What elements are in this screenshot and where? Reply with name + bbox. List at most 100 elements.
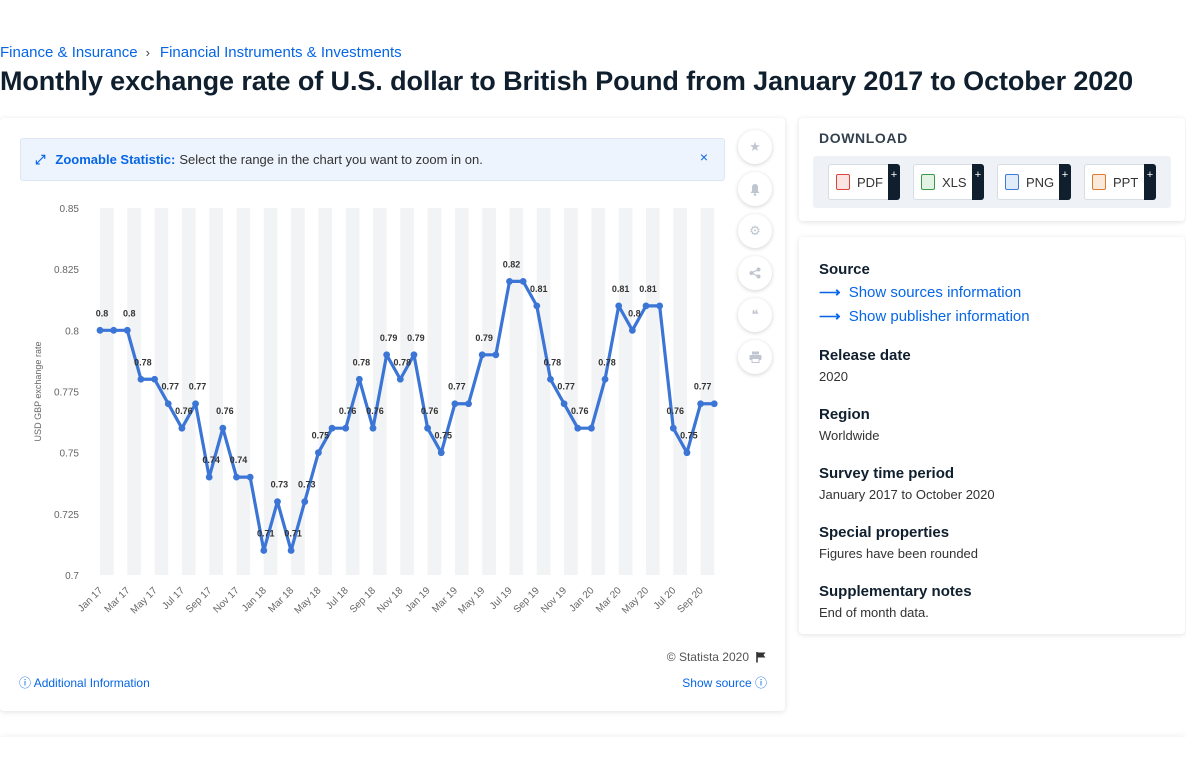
data-point	[192, 400, 199, 408]
flag-icon[interactable]	[755, 651, 767, 663]
survey-period-heading: Survey time period	[819, 465, 955, 482]
data-point	[123, 326, 131, 334]
y-tick-label: 0.825	[54, 265, 79, 276]
chart-toolbar: ★ ⚙ ❝	[738, 130, 772, 374]
download-png-label: PNG	[1026, 174, 1055, 190]
data-label: 0.8	[628, 308, 641, 318]
chart-band	[646, 208, 660, 575]
breadcrumb-link-finance[interactable]: Finance & Insurance	[0, 44, 138, 61]
data-point	[683, 449, 691, 457]
data-point	[260, 547, 268, 554]
data-label: 0.78	[544, 357, 562, 367]
data-label: 0.75	[434, 431, 452, 441]
additional-info-link[interactable]: ⓘ Additional Information	[19, 674, 150, 691]
data-point	[315, 449, 322, 457]
data-point	[615, 302, 623, 310]
release-date-heading: Release date	[819, 347, 911, 364]
download-ppt-button[interactable]: PPT +	[1084, 164, 1156, 200]
chart-band	[236, 208, 251, 575]
data-label: 0.79	[380, 333, 398, 343]
bell-icon[interactable]	[738, 172, 772, 206]
data-label: 0.77	[448, 382, 466, 392]
chart-band	[700, 208, 715, 575]
data-label: 0.71	[257, 529, 275, 539]
data-point	[424, 424, 431, 432]
xls-file-icon	[921, 174, 935, 190]
expand-arrows-icon: ⤢	[35, 151, 46, 167]
data-point	[369, 424, 377, 432]
data-label: 0.75	[312, 431, 330, 441]
plus-icon: +	[888, 164, 900, 200]
arrow-right-icon: ⟶	[819, 308, 841, 325]
chart-band	[209, 208, 223, 575]
y-tick-label: 0.7	[65, 571, 79, 582]
data-point	[697, 400, 704, 408]
data-label: 0.76	[571, 406, 589, 416]
data-point	[274, 498, 281, 505]
x-tick-label: Mar 19	[430, 585, 460, 615]
zoom-banner-text: Select the range in the chart you want t…	[179, 152, 483, 167]
print-icon[interactable]	[738, 340, 772, 374]
breadcrumb: Finance & Insurance › Financial Instrume…	[0, 44, 402, 61]
copyright: © Statista 2020	[667, 650, 767, 664]
data-label: 0.79	[475, 333, 493, 343]
x-tick-label: May 20	[620, 585, 651, 616]
download-xls-button[interactable]: XLS +	[913, 164, 984, 200]
chart-band	[454, 208, 469, 575]
x-tick-label: Jan 20	[568, 585, 597, 614]
y-axis-label: USD GBP exchange rate	[33, 342, 43, 442]
chart-band	[181, 208, 196, 575]
data-label: 0.77	[189, 382, 207, 392]
data-point	[519, 278, 527, 285]
data-point	[151, 375, 159, 383]
data-point	[396, 375, 404, 383]
data-label: 0.74	[230, 455, 248, 465]
x-tick-label: Jan 18	[240, 585, 269, 614]
data-point	[588, 424, 595, 432]
data-point	[342, 424, 350, 432]
data-label: 0.78	[598, 357, 616, 367]
data-label: 0.79	[407, 333, 425, 343]
source-heading: Source	[819, 261, 870, 278]
line-chart[interactable]: 0.85 0.825 0.8 0.775 0.75 0.725 0.7 USD GBP exc…	[0, 118, 740, 638]
data-label: 0.78	[134, 357, 152, 367]
data-label: 0.74	[202, 455, 220, 465]
chart-band	[291, 208, 305, 575]
x-tick-label: Sep 19	[512, 585, 542, 615]
data-point	[287, 547, 295, 554]
chart-band	[345, 208, 360, 575]
share-icon[interactable]	[738, 256, 772, 290]
x-tick-label: Sep 18	[348, 585, 378, 615]
data-point	[642, 302, 650, 310]
download-png-button[interactable]: PNG +	[997, 164, 1071, 200]
breadcrumb-link-instruments[interactable]: Financial Instruments & Investments	[159, 44, 402, 61]
series-line	[100, 279, 715, 553]
chart-band	[127, 208, 141, 575]
x-tick-label: Nov 19	[539, 585, 569, 615]
data-label: 0.76	[339, 406, 357, 416]
data-point	[506, 278, 513, 285]
pdf-file-icon	[836, 174, 850, 190]
download-title: DOWNLOAD	[819, 130, 908, 146]
data-label: 0.77	[557, 382, 575, 392]
region-heading: Region	[819, 406, 870, 423]
show-publisher-link[interactable]: ⟶ Show publisher information	[819, 307, 1165, 325]
data-point	[219, 424, 227, 432]
show-source-link[interactable]: Show source ⓘ	[682, 674, 767, 691]
region-value: Worldwide	[819, 428, 880, 443]
close-icon[interactable]: ×	[699, 149, 708, 165]
star-icon[interactable]: ★	[738, 130, 772, 164]
data-point	[478, 351, 486, 359]
data-label: 0.76	[216, 406, 234, 416]
x-tick-label: Mar 17	[103, 585, 133, 615]
gear-icon[interactable]: ⚙	[738, 214, 772, 248]
data-point	[533, 302, 541, 310]
download-pdf-button[interactable]: PDF +	[828, 164, 900, 200]
quote-icon[interactable]: ❝	[738, 298, 772, 332]
show-sources-link[interactable]: ⟶ Show sources information	[819, 283, 1165, 301]
chart-card: ⤢ Zoomable Statistic: Select the range i…	[0, 118, 785, 711]
chart-band	[564, 208, 578, 575]
x-tick-label: Jan 17	[76, 585, 105, 614]
data-point	[547, 375, 554, 383]
data-point	[164, 400, 172, 408]
